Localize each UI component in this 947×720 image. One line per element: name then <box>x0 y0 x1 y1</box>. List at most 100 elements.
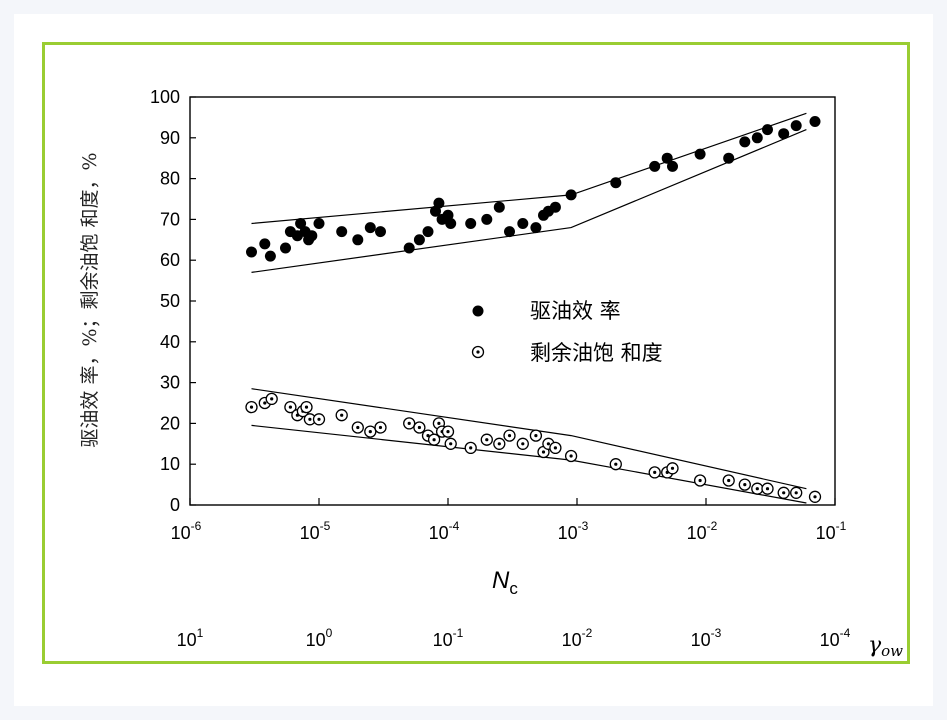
x-axis-label: Nc <box>492 567 518 598</box>
data-point-saturation <box>374 421 387 434</box>
data-point-efficiency <box>751 132 763 144</box>
data-point-efficiency <box>778 128 790 140</box>
data-point-efficiency <box>504 226 515 238</box>
secondary-axis-label: γow <box>868 633 903 660</box>
data-point-efficiency <box>649 160 661 172</box>
data-point-efficiency <box>549 201 561 213</box>
series-efficiency <box>246 116 821 262</box>
data-point-efficiency <box>667 160 678 172</box>
data-point-efficiency <box>445 218 457 229</box>
data-point-saturation <box>300 400 313 414</box>
data-point-efficiency <box>661 152 673 164</box>
secondary-axis-ticks: 101 100 10-1 10-2 10-3 10-4 <box>177 626 851 650</box>
secondary-axis-label-sub: ow <box>881 642 903 660</box>
data-point-efficiency <box>809 116 821 127</box>
envelope-lines <box>251 112 807 504</box>
data-point-saturation <box>403 417 416 430</box>
y-tick-label: 0 <box>170 495 180 515</box>
data-point-efficiency <box>433 197 445 209</box>
data-point-saturation <box>413 421 426 434</box>
legend-marker-saturation <box>471 345 485 359</box>
data-point-efficiency <box>517 218 529 229</box>
data-point-efficiency <box>336 226 348 238</box>
data-point-efficiency <box>259 238 271 250</box>
x-axis-label-main: N <box>492 567 510 594</box>
data-point-saturation <box>427 433 441 446</box>
data-point-efficiency <box>610 177 622 189</box>
data-point-efficiency <box>790 120 802 132</box>
data-point-efficiency <box>364 222 376 234</box>
x-axis-ticks: 10-6 10-5 10-4 10-3 10-2 10-1 <box>171 498 847 543</box>
y-tick-label: 70 <box>160 209 180 229</box>
data-point-saturation <box>808 490 822 503</box>
data-point-saturation <box>464 441 477 455</box>
data-point-saturation <box>284 400 297 414</box>
y-tick-label: 30 <box>160 373 180 393</box>
y-tick-label: 80 <box>160 169 180 189</box>
data-point-efficiency <box>481 213 493 225</box>
data-point-saturation <box>441 425 455 438</box>
data-point-saturation <box>265 392 278 406</box>
secondary-axis-label-main: γ <box>868 633 882 658</box>
data-point-efficiency <box>422 226 434 238</box>
data-point-saturation <box>444 437 457 450</box>
data-point-efficiency <box>739 136 751 148</box>
secondary-tick-label: 10-2 <box>562 626 593 650</box>
data-point-saturation <box>364 425 377 438</box>
legend-marker-efficiency <box>472 305 484 317</box>
data-point-saturation <box>666 462 679 475</box>
y-tick-label: 40 <box>160 332 180 352</box>
data-point-efficiency <box>762 124 773 136</box>
x-tick-label: 10-1 <box>816 519 847 543</box>
data-point-efficiency <box>306 230 318 242</box>
data-point-saturation <box>516 437 529 450</box>
data-point-efficiency <box>264 250 276 262</box>
envelope-saturation-upper <box>251 388 807 490</box>
series-saturation <box>245 392 822 503</box>
x-tick-label: 10-4 <box>429 519 460 543</box>
data-point-saturation <box>245 400 258 414</box>
legend: 驱油效 率 剩余油饱 和度 <box>471 299 663 365</box>
data-point-efficiency <box>694 148 706 160</box>
secondary-tick-label: 101 <box>177 626 204 650</box>
secondary-tick-label: 10-1 <box>433 626 464 650</box>
data-point-saturation <box>480 433 493 446</box>
data-point-saturation <box>738 478 751 491</box>
y-tick-label: 100 <box>150 87 180 107</box>
x-tick-label: 10-2 <box>687 519 718 543</box>
data-point-saturation <box>751 482 764 495</box>
envelope-efficiency-lower <box>251 129 807 273</box>
y-tick-label: 90 <box>160 128 180 148</box>
envelope-saturation-lower <box>251 424 807 504</box>
data-point-saturation <box>693 474 707 487</box>
data-point-efficiency <box>246 246 257 258</box>
secondary-tick-label: 10-4 <box>820 626 851 650</box>
envelope-efficiency-upper <box>251 112 807 225</box>
data-point-saturation <box>722 474 735 487</box>
secondary-tick-label: 100 <box>306 626 333 650</box>
data-point-saturation <box>790 486 803 499</box>
y-tick-label: 10 <box>160 454 180 474</box>
data-point-efficiency <box>565 189 577 201</box>
x-tick-label: 10-6 <box>171 519 202 543</box>
data-point-efficiency <box>313 218 325 229</box>
data-point-saturation <box>761 482 774 495</box>
y-tick-label: 20 <box>160 413 180 433</box>
data-point-efficiency <box>352 234 364 246</box>
data-point-efficiency <box>465 218 477 229</box>
y-axis-label: 驱油效 率，%；剩余油饱 和度，% <box>79 152 101 447</box>
y-tick-label: 60 <box>160 250 180 270</box>
y-axis-ticks: 0 10 20 30 40 50 60 70 80 90 100 <box>150 87 196 515</box>
data-point-efficiency <box>280 242 291 254</box>
x-tick-label: 10-5 <box>300 519 331 543</box>
data-point-saturation <box>529 429 543 442</box>
data-point-efficiency <box>530 222 542 234</box>
data-point-efficiency <box>493 201 505 213</box>
x-axis-label-sub: c <box>509 579 518 598</box>
x-tick-label: 10-3 <box>558 519 589 543</box>
data-point-saturation <box>564 449 578 463</box>
secondary-tick-label: 10-3 <box>691 626 722 650</box>
data-point-efficiency <box>723 152 735 164</box>
data-point-saturation <box>493 437 506 450</box>
